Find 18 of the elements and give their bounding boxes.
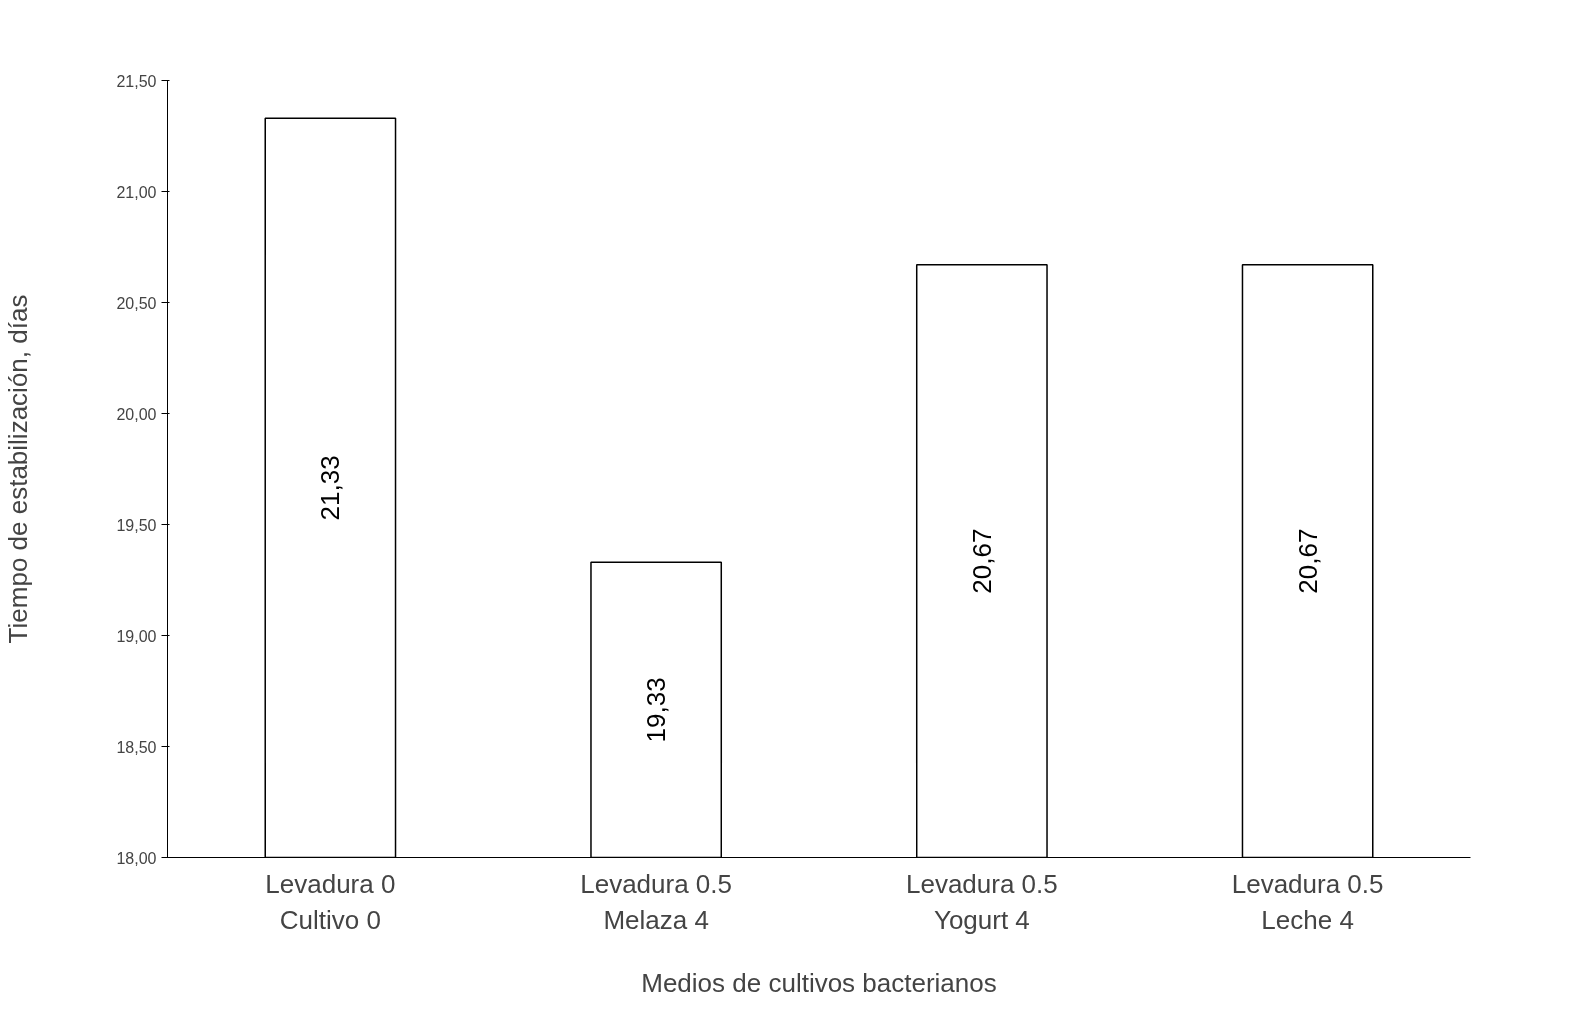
x-tick-label: Levadura 0.5 Yogurt 4 [905, 868, 1058, 935]
y-tick-label: 21,50 [116, 72, 157, 90]
y-tick-label: 18,00 [116, 849, 157, 867]
data-label: 20,67 [966, 528, 997, 594]
x-axis-title: Medios de cultivos bacterianos [641, 967, 997, 998]
y-axis-title: Tiempo de estabilización, días [3, 294, 34, 644]
x-tick-label: Levadura 0.5 Melaza 4 [580, 868, 733, 935]
y-tick-label: 19,00 [116, 627, 157, 645]
data-label: 19,33 [641, 677, 672, 743]
y-tick-label: 20,00 [116, 405, 157, 423]
y-tick-label: 21,00 [116, 183, 157, 201]
data-label: 21,33 [315, 455, 346, 521]
x-tick-label: Levadura 0.5 Leche 4 [1231, 868, 1384, 935]
y-tick-label: 19,50 [116, 516, 157, 534]
y-tick-label: 20,50 [116, 294, 157, 312]
data-label: 20,67 [1292, 528, 1323, 594]
y-tick-label: 18,50 [116, 738, 157, 756]
x-tick-label: Levadura 0 Cultivo 0 [265, 868, 396, 935]
